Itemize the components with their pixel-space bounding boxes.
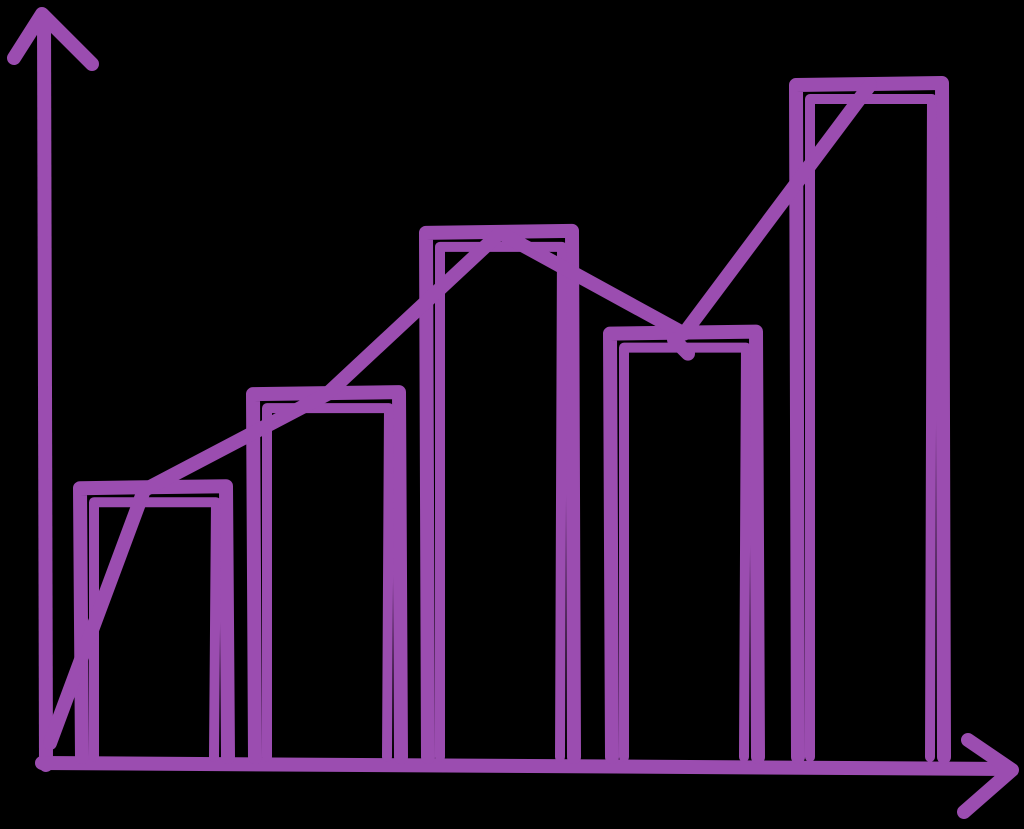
bar-sketch-line — [435, 241, 567, 762]
trend-line-path — [43, 78, 877, 750]
bar-sketch-line — [805, 94, 937, 762]
bars — [73, 76, 951, 764]
x-axis-line — [35, 756, 1017, 776]
bar-sketch-line — [619, 342, 751, 762]
bar-5 — [789, 76, 951, 764]
bar-outline — [246, 385, 408, 764]
bar-outline — [789, 76, 951, 764]
y-axis-line — [37, 11, 53, 772]
trend-line-sketch-mark — [667, 332, 695, 361]
x-axis-arrow-icon — [957, 733, 1019, 819]
bar-2 — [246, 385, 408, 764]
y-axis-arrow-icon — [7, 7, 99, 71]
trend-line — [43, 78, 877, 750]
bar-outline — [419, 223, 581, 764]
axes — [7, 7, 1019, 819]
bar-outline — [603, 324, 765, 764]
bar-4 — [603, 324, 765, 764]
bar-sketch-line — [262, 403, 394, 762]
bar-3 — [419, 223, 581, 764]
bar-sketch-line — [89, 497, 221, 762]
